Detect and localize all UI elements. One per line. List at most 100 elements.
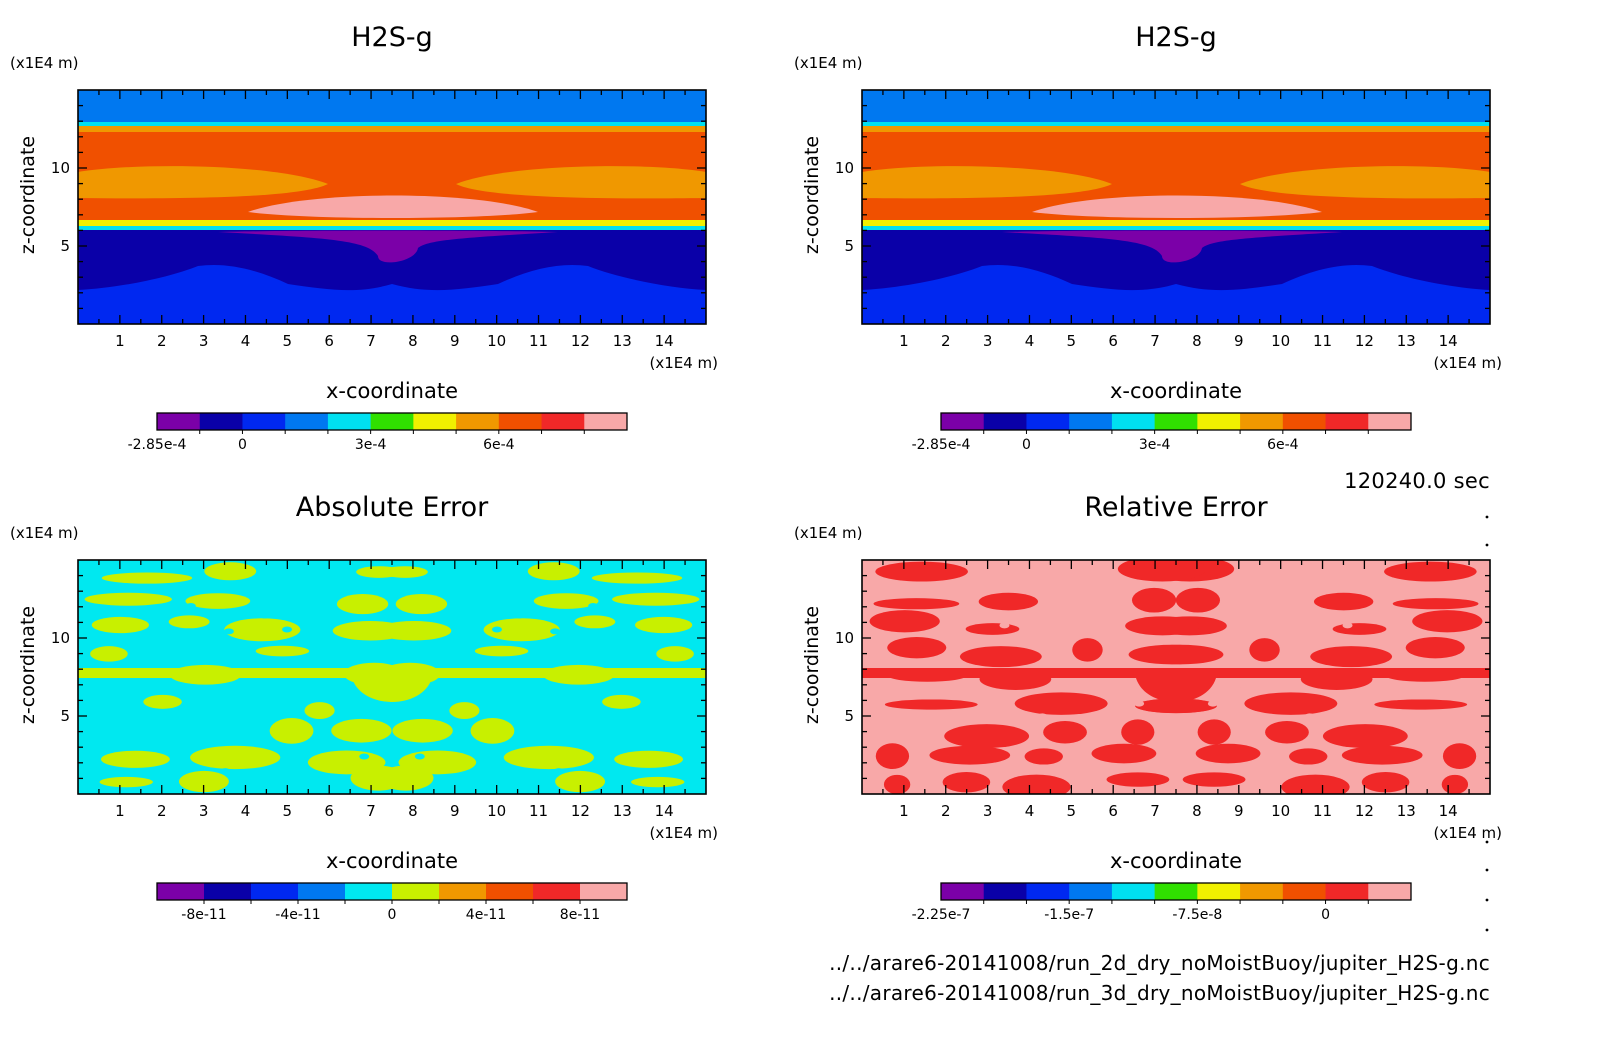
x-axis-label: x-coordinate — [326, 849, 458, 873]
colorbar-swatch — [486, 883, 534, 900]
colorbar-label: -7.5e-8 — [1172, 907, 1222, 923]
marker-dot — [1485, 840, 1489, 844]
colorbar-swatch — [1197, 883, 1241, 900]
x-tick-label: 4 — [1025, 332, 1035, 350]
x-tick-label: 14 — [1439, 332, 1458, 350]
x-tick-label: 8 — [408, 332, 418, 350]
x-tick-label: 11 — [529, 802, 548, 820]
heatmap-field — [862, 90, 1490, 324]
file-path-3d: ../../arare6-20141008/run_3d_dry_noMoist… — [829, 981, 1490, 1005]
colorbar-swatch — [392, 883, 440, 900]
heatmap-field — [862, 560, 1490, 794]
file-path-2d: ../../arare6-20141008/run_2d_dry_noMoist… — [829, 951, 1490, 975]
colorbar-label: 0 — [1321, 907, 1330, 923]
colorbar-label: -2.25e-7 — [912, 907, 971, 923]
colorbar-swatch — [439, 883, 487, 900]
colorbar-swatch — [1240, 883, 1284, 900]
y-tick-label: 5 — [60, 237, 70, 255]
colorbar-label: 3e-4 — [355, 437, 387, 453]
x-tick-label: 3 — [199, 802, 209, 820]
marker-dot — [1485, 515, 1489, 519]
colorbar-swatch — [1154, 883, 1198, 900]
colorbar-swatch — [456, 413, 500, 430]
x-tick-label: 7 — [1150, 802, 1160, 820]
x-tick-label: 11 — [1313, 332, 1332, 350]
x-unit-label: (x1E4 m) — [649, 354, 718, 372]
x-tick-label: 3 — [199, 332, 209, 350]
x-tick-label: 9 — [1234, 332, 1244, 350]
x-tick-label: 6 — [1108, 332, 1118, 350]
x-tick-label: 11 — [529, 332, 548, 350]
colorbar: -2.25e-7 -1.5e-7 -7.5e-8 0 — [912, 882, 1412, 923]
colorbar: -2.85e-4 0 3e-4 6e-4 — [128, 412, 628, 453]
x-tick-label: 12 — [571, 802, 590, 820]
x-tick-label: 12 — [1355, 802, 1374, 820]
colorbar-swatch — [1111, 883, 1156, 900]
chart-title: Absolute Error — [296, 492, 489, 523]
x-tick-label: 6 — [324, 332, 334, 350]
colorbar-swatch — [242, 413, 286, 430]
colorbar-swatch — [941, 883, 985, 900]
x-tick-label: 14 — [655, 802, 674, 820]
x-tick-label: 6 — [324, 802, 334, 820]
x-axis-label: x-coordinate — [1110, 849, 1242, 873]
colorbar-frame — [940, 412, 1412, 431]
colorbar-swatch — [1325, 413, 1369, 430]
y-tick-label: 10 — [835, 159, 854, 177]
x-tick-label: 7 — [366, 332, 376, 350]
x-tick-label: 1 — [899, 802, 909, 820]
colorbar-frame — [940, 882, 1412, 901]
colorbar-label: 8e-11 — [560, 907, 600, 923]
y-unit-label: (x1E4 m) — [10, 54, 79, 72]
colorbar-swatch — [498, 413, 543, 430]
colorbar-swatch — [1111, 413, 1156, 430]
marker-dot — [1485, 868, 1489, 872]
colorbar-swatch — [1325, 883, 1369, 900]
x-tick-label: 14 — [655, 332, 674, 350]
y-axis-label: z-coordinate — [17, 136, 39, 254]
colorbar-swatch — [1282, 883, 1327, 900]
y-tick-label: 5 — [60, 707, 70, 725]
y-tick-label: 5 — [844, 707, 854, 725]
x-tick-label: 2 — [157, 332, 167, 350]
colorbar-label: 0 — [388, 907, 397, 923]
colorbar-swatch — [1026, 413, 1070, 430]
colorbar-swatch — [941, 413, 985, 430]
marker-dot — [1485, 898, 1489, 902]
y-tick-label: 10 — [51, 159, 70, 177]
marker-dot — [1485, 928, 1489, 932]
colorbar-swatch — [983, 883, 1027, 900]
x-tick-label: 10 — [1271, 802, 1290, 820]
y-axis-label: z-coordinate — [17, 606, 39, 724]
x-tick-label: 13 — [1397, 802, 1416, 820]
colorbar-swatch — [370, 413, 414, 430]
colorbar-swatch — [1069, 413, 1113, 430]
x-tick-label: 6 — [1108, 802, 1118, 820]
chart-panel-4: Relative Error(x1E4 m)1 2 3 4 5 6 7 8 9 10 11 12 13 1… — [794, 492, 1502, 923]
colorbar-label: -2.85e-4 — [912, 437, 971, 453]
heatmap-field — [78, 90, 706, 324]
colorbar-swatch — [1282, 413, 1327, 430]
x-tick-label: 2 — [941, 332, 951, 350]
x-tick-label: 8 — [1192, 802, 1202, 820]
colorbar: -2.85e-4 0 3e-4 6e-4 — [912, 412, 1412, 453]
chart-panel-1: H2S-g(x1E4 m)1 2 3 4 5 6 7 8 9 10 11 12 13 14510(x1E4… — [10, 22, 718, 453]
x-tick-label: 5 — [283, 332, 293, 350]
x-tick-label: 14 — [1439, 802, 1458, 820]
chart-title: Relative Error — [1084, 492, 1268, 523]
x-tick-label: 8 — [408, 802, 418, 820]
y-axis-label: z-coordinate — [801, 606, 823, 724]
colorbar-swatch — [298, 883, 346, 900]
x-tick-label: 2 — [941, 802, 951, 820]
x-tick-label: 3 — [983, 802, 993, 820]
colorbar-swatch — [413, 413, 457, 430]
x-tick-label: 13 — [613, 332, 632, 350]
x-tick-label: 9 — [1234, 802, 1244, 820]
x-tick-label: 4 — [1025, 802, 1035, 820]
x-tick-label: 10 — [487, 802, 506, 820]
x-tick-label: 10 — [1271, 332, 1290, 350]
colorbar-swatch — [541, 413, 585, 430]
x-tick-label: 11 — [1313, 802, 1332, 820]
colorbar-swatch — [983, 413, 1027, 430]
